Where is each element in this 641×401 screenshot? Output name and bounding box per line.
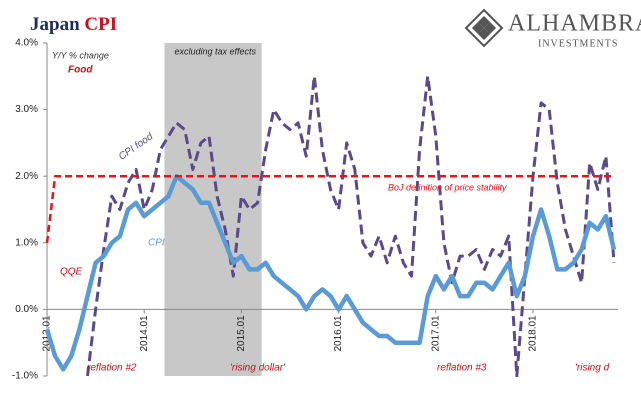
x-tick-label: 2016.01 — [333, 315, 344, 352]
logo-icon — [464, 8, 504, 48]
logo-tagline: INVESTMENTS — [538, 38, 618, 49]
annotation: reflation #2 — [87, 363, 137, 374]
series-line — [86, 74, 616, 377]
chart-title: Japan CPI — [30, 14, 117, 35]
logo-name: ALHAMBRA — [508, 11, 641, 37]
title-highlight: CPI — [84, 14, 117, 35]
title-text: Japan — [30, 14, 80, 35]
y-tick-label: 4.0% — [15, 38, 38, 49]
y-tick-label: -1.0% — [12, 371, 38, 382]
shaded-label: excluding tax effects — [175, 46, 257, 56]
x-tick-label: 2018.01 — [528, 315, 539, 352]
series-label: CPI food — [117, 131, 156, 163]
annotation: 'rising dollar' — [230, 363, 286, 374]
x-tick-label: 2015.01 — [236, 315, 247, 352]
y-tick-label: 3.0% — [15, 104, 38, 115]
y-tick-label: 2.0% — [15, 171, 38, 182]
annotation: QQE — [60, 267, 83, 278]
y-tick-label: 0.0% — [15, 304, 38, 315]
annotation: reflation #3 — [437, 363, 487, 374]
series-label: CPI — [148, 238, 165, 249]
annotation: Food — [68, 65, 93, 76]
series-label: BoJ definition of price stability — [388, 182, 507, 192]
plot-lines — [44, 74, 617, 377]
series-line — [45, 174, 614, 243]
y-tick-label: 1.0% — [15, 237, 38, 248]
x-tick-label: 2014.01 — [139, 315, 150, 352]
x-tick-label: 2017.01 — [430, 315, 441, 352]
annotation: 'rising d — [575, 363, 610, 374]
series-line — [44, 173, 617, 372]
subtitle: Y/Y % change — [52, 50, 109, 60]
